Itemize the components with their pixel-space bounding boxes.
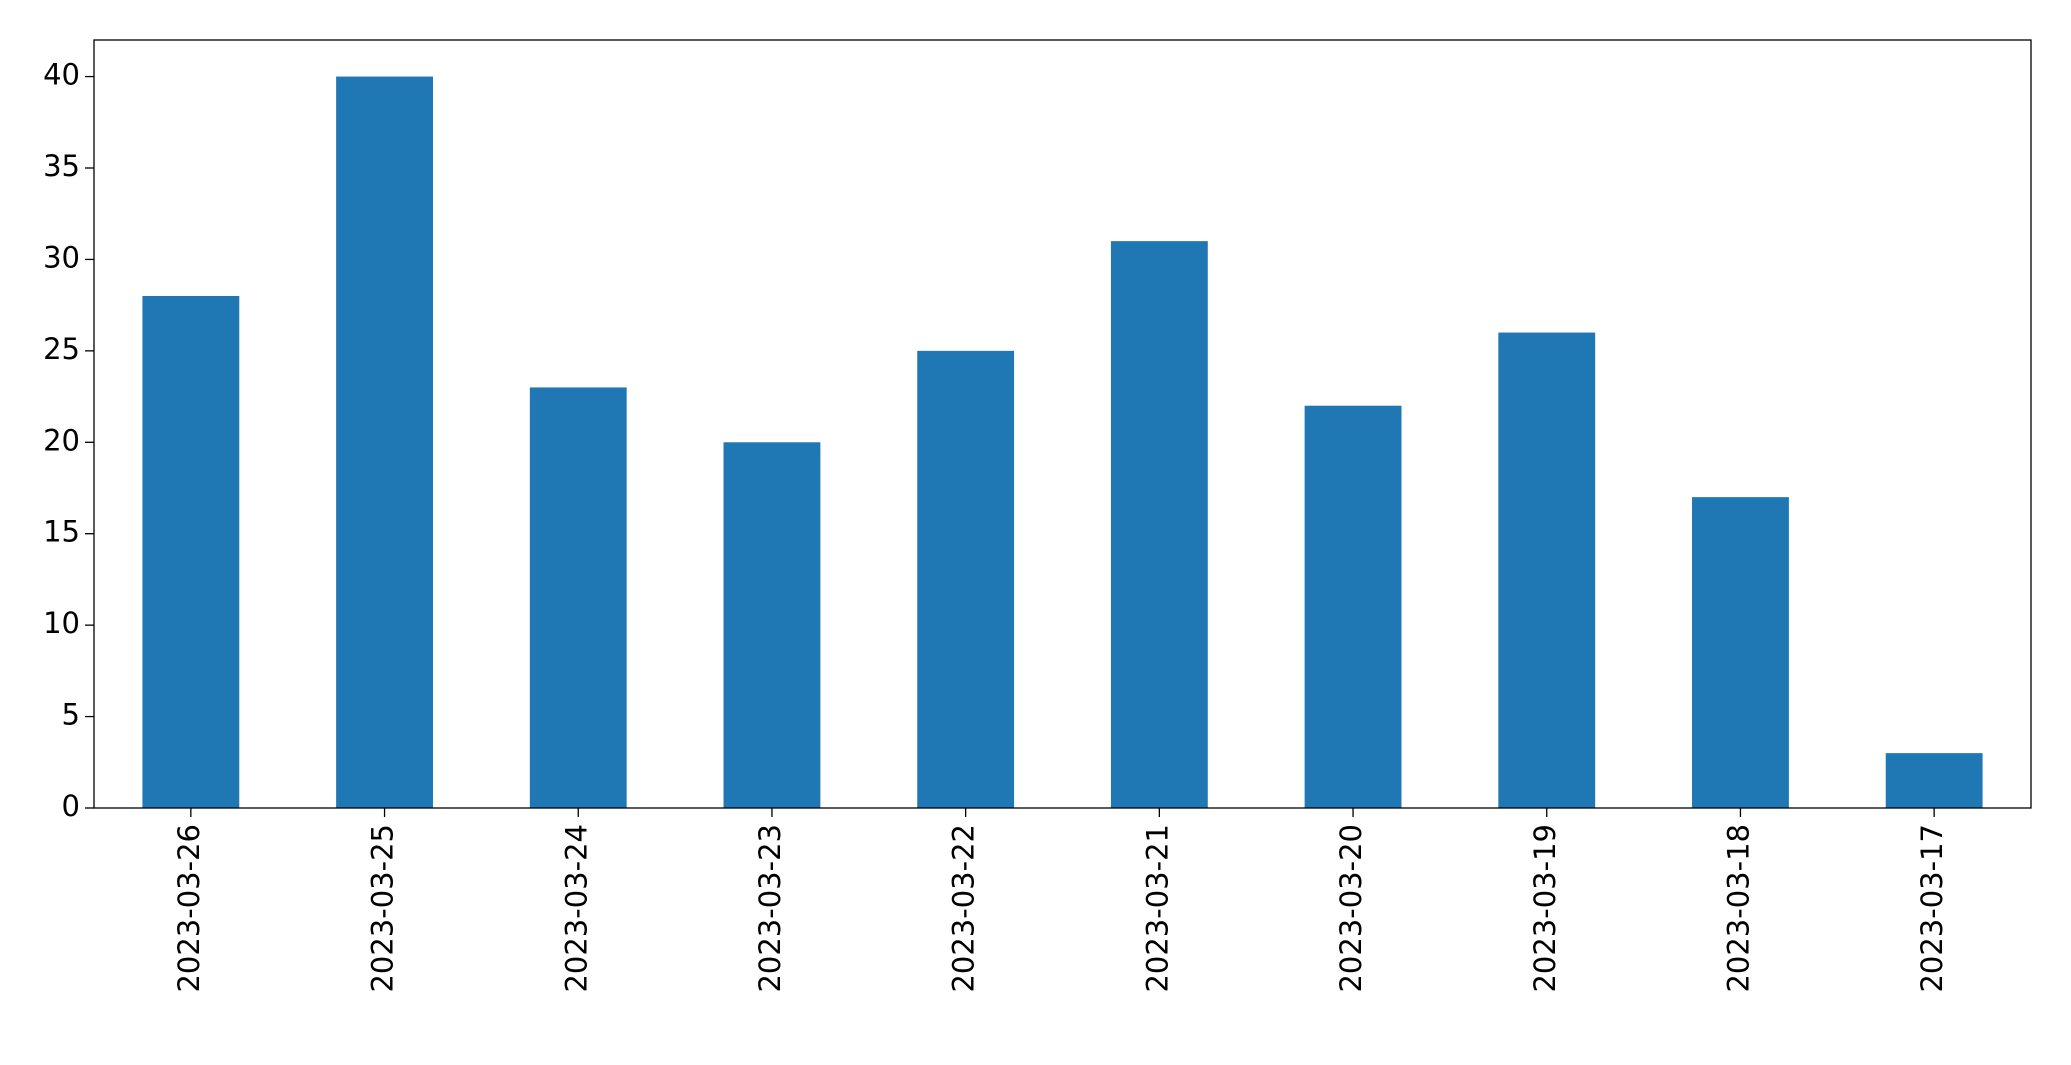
- y-tick-label: 0: [62, 789, 80, 823]
- bar: [529, 387, 627, 808]
- y-tick-label: 15: [43, 515, 80, 549]
- x-tick-label: 2023-03-26: [172, 824, 206, 993]
- bar: [917, 350, 1015, 808]
- y-tick-label: 5: [62, 698, 80, 732]
- y-tick-label: 35: [43, 149, 80, 183]
- y-tick-label: 25: [43, 332, 80, 366]
- x-tick-label: 2023-03-19: [1528, 824, 1562, 993]
- bar: [336, 76, 433, 809]
- y-tick-label: 20: [43, 423, 80, 457]
- x-tick-label: 2023-03-22: [947, 824, 981, 993]
- bar: [1692, 497, 1789, 808]
- x-tick-label: 2023-03-17: [1915, 824, 1949, 993]
- bar: [1110, 241, 1208, 809]
- plot-area: [142, 76, 1983, 809]
- bar: [142, 296, 240, 808]
- y-tick-label: 40: [43, 58, 80, 92]
- y-tick-label: 10: [43, 606, 80, 640]
- x-tick-label: 2023-03-23: [753, 824, 787, 993]
- plot-frame: [93, 39, 2032, 809]
- bar: [723, 442, 821, 808]
- bar: [1498, 332, 1596, 808]
- bar: [1885, 753, 1983, 808]
- y-tick-label: 30: [43, 240, 80, 274]
- x-tick-label: 2023-03-25: [366, 824, 400, 993]
- x-tick-label: 2023-03-20: [1334, 824, 1368, 993]
- x-tick-label: 2023-03-18: [1721, 824, 1755, 993]
- bar: [1304, 405, 1402, 808]
- x-tick-label: 2023-03-24: [559, 824, 593, 993]
- x-tick-label: 2023-03-21: [1140, 824, 1174, 993]
